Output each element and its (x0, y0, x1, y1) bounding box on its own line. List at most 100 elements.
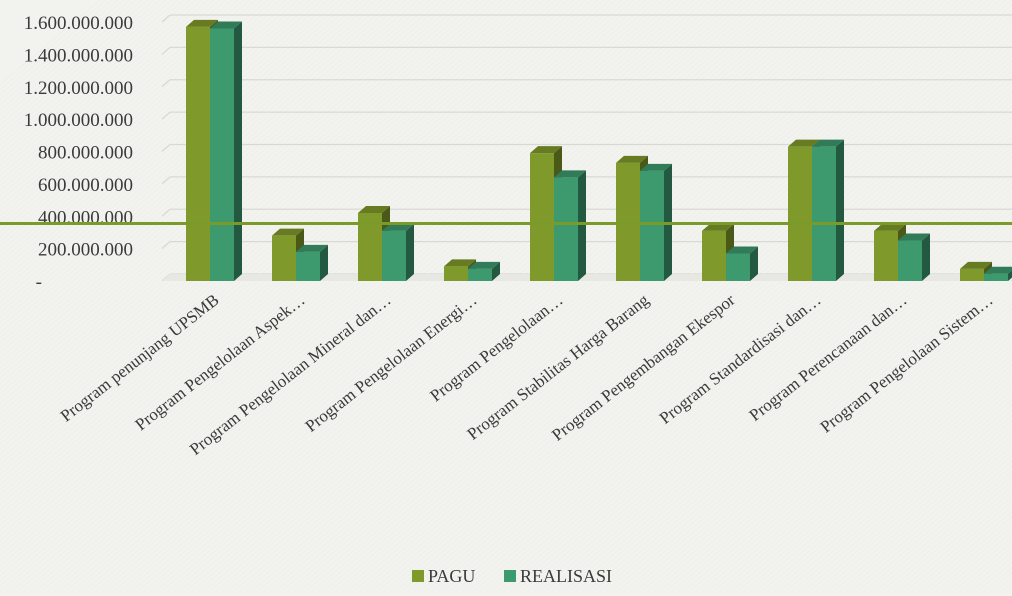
bar-realisasi-1 (210, 21, 242, 281)
gridline-side (161, 208, 171, 217)
legend: PAGU REALISASI (412, 566, 612, 586)
texture-line (0, 0, 239, 202)
texture-line (779, 394, 1012, 592)
y-tick-label: 400.000.000 (38, 207, 133, 228)
texture-line (827, 435, 1012, 592)
texture-line (569, 217, 1012, 592)
texture-line (185, 0, 887, 592)
texture-line (581, 227, 1012, 592)
y-tick-label: - (36, 272, 42, 293)
texture-line (0, 0, 179, 151)
texture-line (743, 364, 1012, 592)
texture-line (0, 0, 676, 591)
texture-line (0, 0, 664, 591)
texture-line (113, 0, 815, 592)
texture-line (0, 0, 628, 591)
texture-line (0, 0, 580, 591)
texture-line (161, 0, 863, 592)
texture-line (101, 0, 803, 592)
texture-line (0, 0, 257, 217)
texture-line (0, 0, 592, 591)
texture-line (737, 359, 1012, 592)
bar-top (812, 139, 844, 147)
texture-line (0, 0, 371, 313)
texture-line (0, 0, 131, 111)
bar-top (530, 146, 562, 154)
bar-front (984, 273, 1008, 281)
texture-line (533, 187, 1012, 592)
bar-front (616, 162, 640, 281)
texture-line (0, 0, 191, 161)
texture-line (653, 288, 1012, 592)
texture-line (119, 0, 821, 592)
texture-line (215, 0, 917, 592)
bar-top (444, 259, 476, 267)
texture-line (0, 0, 401, 339)
bar-front (296, 251, 320, 281)
texture-line (575, 222, 1012, 592)
bar-realisasi-3 (382, 223, 414, 281)
texture-line (0, 0, 526, 591)
texture-line (0, 0, 215, 182)
texture-line (851, 455, 1012, 592)
texture-line (449, 116, 1012, 592)
texture-line (485, 146, 1012, 592)
bar-top (788, 139, 820, 147)
texture-line (203, 0, 905, 592)
bars (186, 19, 1012, 282)
texture-line (0, 0, 658, 591)
texture-line (0, 0, 149, 126)
bar-side (836, 139, 844, 281)
bar-top (468, 261, 500, 269)
texture-line (353, 35, 1012, 592)
texture-line (0, 0, 281, 237)
texture-line (173, 0, 875, 592)
bar-front (874, 230, 898, 281)
texture-line (23, 0, 725, 592)
texture-line (77, 0, 779, 592)
texture-line (0, 0, 532, 591)
texture-line (0, 0, 383, 323)
bar-top (296, 244, 328, 252)
texture-line (0, 0, 299, 252)
texture-line (539, 192, 1012, 592)
texture-line (893, 490, 1012, 592)
texture-line (209, 0, 911, 592)
texture-line (647, 283, 1012, 592)
texture-line (695, 323, 1012, 592)
texture-line (527, 181, 1012, 592)
texture-line (0, 0, 694, 591)
texture-line (815, 425, 1012, 592)
texture-line (587, 232, 1012, 592)
texture-line (137, 0, 839, 592)
texture-line (47, 0, 749, 592)
texture-line (797, 409, 1012, 592)
texture-line (0, 0, 682, 591)
gridline-side (161, 241, 171, 250)
texture-line (0, 0, 640, 591)
texture-line (617, 257, 1012, 592)
texture-line (347, 30, 1012, 592)
gridline-side (161, 79, 171, 88)
texture-line (275, 0, 977, 592)
bar-front (726, 253, 750, 281)
texture-line (785, 399, 1012, 592)
bar-front (444, 266, 468, 281)
bar-side (234, 21, 242, 281)
texture-line (479, 141, 1012, 592)
texture-line (767, 384, 1012, 592)
texture-line (515, 171, 1012, 592)
bar-front (210, 28, 234, 281)
texture-line (491, 151, 1012, 592)
texture-line (455, 121, 1012, 592)
texture-line (401, 75, 1012, 592)
texture-line (95, 0, 797, 592)
y-tick-label: 800.000.000 (38, 143, 133, 164)
bar-front (554, 177, 578, 281)
texture-line (269, 0, 971, 592)
texture-line (11, 0, 713, 592)
texture-line (407, 80, 1012, 592)
texture-line (0, 0, 514, 591)
